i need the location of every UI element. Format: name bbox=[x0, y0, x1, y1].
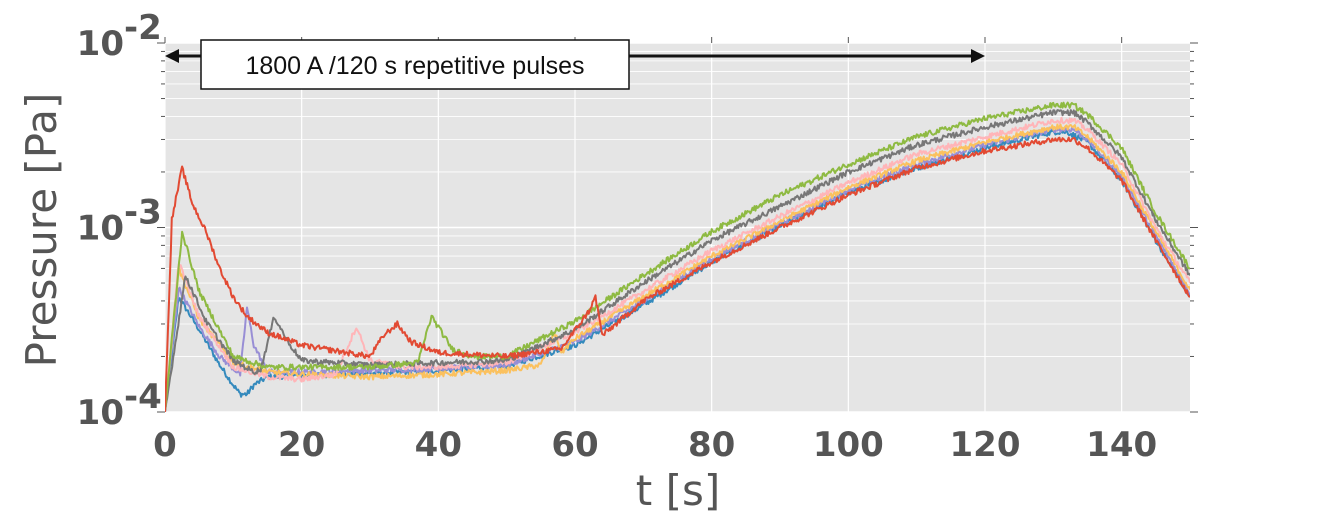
x-tick-label-2: 40 bbox=[415, 425, 462, 465]
x-tick-label-6: 120 bbox=[950, 425, 1021, 465]
annotation-box bbox=[200, 39, 630, 90]
pulses-annotation: 1800 A /120 s repetitive pulses bbox=[165, 39, 985, 90]
x-tick-label-1: 20 bbox=[278, 425, 325, 465]
y-tick-labels: 10-410-310-2 bbox=[77, 8, 162, 433]
series-line-6 bbox=[165, 101, 1190, 411]
x-tick-label-7: 140 bbox=[1086, 425, 1157, 465]
annotation-text: 1800 A /120 s repetitive pulses bbox=[245, 52, 584, 80]
x-tick-label-5: 100 bbox=[813, 425, 884, 465]
annotation-arrowhead-right bbox=[971, 49, 985, 64]
y-tick-label-exp-1: -3 bbox=[124, 193, 162, 233]
x-tick-label-0: 0 bbox=[153, 425, 177, 465]
y-tick-label-base-1: 10 bbox=[77, 209, 124, 249]
series-line-5 bbox=[165, 109, 1190, 412]
y-tick-label-base-2: 10 bbox=[77, 24, 124, 64]
y-axis-label: Pressure [Pa] bbox=[17, 93, 66, 368]
x-tick-label-4: 80 bbox=[688, 425, 735, 465]
x-tick-label-3: 60 bbox=[551, 425, 598, 465]
series-line-4 bbox=[165, 116, 1190, 410]
y-tick-label-base-0: 10 bbox=[77, 393, 124, 433]
series-layer bbox=[165, 101, 1190, 412]
x-tick-labels: 0 20 40 60 80 100 120 140 bbox=[153, 425, 1157, 465]
series-line-7 bbox=[165, 136, 1190, 412]
grid-lines bbox=[164, 42, 1190, 413]
x-axis-label: t [s] bbox=[636, 466, 720, 512]
y-tick-label-exp-0: -4 bbox=[124, 377, 162, 417]
annotation-arrowhead-left bbox=[165, 49, 179, 64]
y-tick-label-exp-2: -2 bbox=[124, 8, 162, 48]
